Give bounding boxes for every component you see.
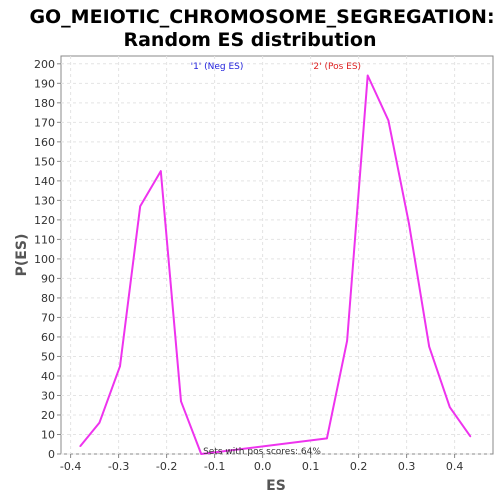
y-tick-label: 50 <box>41 350 55 363</box>
x-axis-ticks: -0.4 -0.3 -0.2 -0.1 0.0 0.1 0.2 0.3 0.4 <box>60 454 463 473</box>
chart-title-line2: Random ES distribution <box>123 29 376 51</box>
plot-area <box>60 55 494 455</box>
y-tick-label: 60 <box>41 331 55 344</box>
chart-title-line1: GO_MEIOTIC_CHROMOSOME_SEGREGATION: <box>29 6 494 28</box>
data-point <box>79 445 81 447</box>
data-point <box>160 170 162 172</box>
x-tick-label: -0.4 <box>60 460 81 473</box>
y-tick-label: 0 <box>48 448 55 461</box>
y-tick-label: 200 <box>34 58 55 71</box>
x-tick-label: 0.2 <box>350 460 368 473</box>
x-tick-label: -0.1 <box>204 460 225 473</box>
data-point <box>428 345 430 348</box>
x-tick-label: 0.4 <box>446 460 464 473</box>
data-point <box>469 435 472 438</box>
y-tick-label: 100 <box>34 253 55 266</box>
y-axis-label: P(ES) <box>14 234 30 277</box>
data-point <box>366 74 369 77</box>
x-tick-label: -0.3 <box>108 460 129 473</box>
x-tick-label: 0.1 <box>302 460 320 473</box>
x-axis-label: ES <box>266 478 286 494</box>
y-tick-label: 140 <box>34 175 55 188</box>
y-tick-label: 10 <box>41 428 55 441</box>
data-point <box>387 119 390 122</box>
y-tick-label: 20 <box>41 409 55 422</box>
y-tick-label: 170 <box>34 116 55 129</box>
y-tick-label: 70 <box>41 311 55 324</box>
y-tick-label: 120 <box>34 214 55 227</box>
y-tick-label: 30 <box>41 389 55 402</box>
data-point <box>326 437 328 440</box>
data-point <box>449 406 451 408</box>
x-tick-label: 0.3 <box>398 460 416 473</box>
data-point <box>346 340 348 342</box>
data-point <box>180 400 182 403</box>
y-tick-label: 40 <box>41 370 55 383</box>
grid-lines <box>61 56 493 455</box>
data-point <box>119 365 121 368</box>
y-tick-label: 80 <box>41 292 55 305</box>
y-tick-label: 180 <box>34 97 55 110</box>
y-tick-label: 130 <box>34 194 55 207</box>
series-group <box>79 74 472 455</box>
y-tick-label: 90 <box>41 272 55 285</box>
x-tick-label: 0.0 <box>254 460 272 473</box>
y-tick-label: 150 <box>34 155 55 168</box>
data-point <box>98 421 101 424</box>
y-tick-label: 110 <box>34 233 55 246</box>
y-axis-ticks: 0 10 20 30 40 50 60 70 80 90 100 110 120 130 140 150 160… <box>34 58 61 461</box>
x-tick-label: -0.2 <box>156 460 177 473</box>
data-point <box>408 222 410 225</box>
data-point <box>200 453 202 455</box>
pos-scores-note: Sets with pos scores: 64% <box>203 447 321 457</box>
neg-es-label: '1' (Neg ES) <box>191 62 244 72</box>
y-tick-label: 190 <box>34 77 55 90</box>
pos-es-label: '2' (Pos ES) <box>311 62 361 72</box>
data-point <box>139 205 141 208</box>
y-tick-label: 160 <box>34 136 55 149</box>
